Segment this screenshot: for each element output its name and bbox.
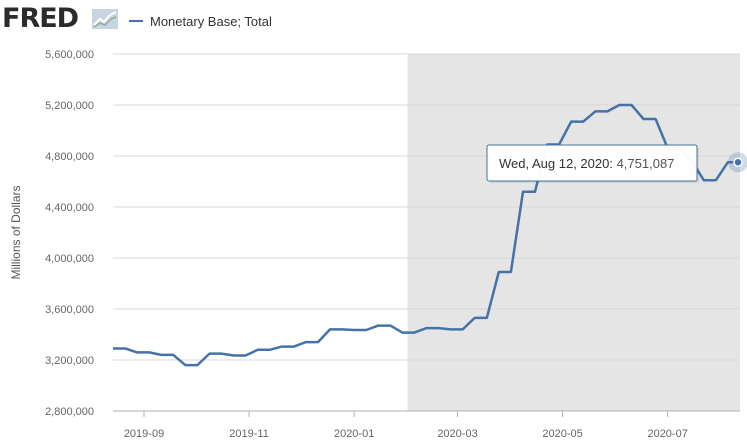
data-point[interactable] xyxy=(520,189,526,195)
data-point[interactable] xyxy=(243,353,249,359)
y-tick-label: 4,800,000 xyxy=(45,151,94,163)
data-point[interactable] xyxy=(604,108,610,114)
data-point[interactable] xyxy=(363,327,369,333)
y-tick-label: 3,200,000 xyxy=(45,355,94,367)
y-tick-label: 4,000,000 xyxy=(45,253,94,265)
data-point[interactable] xyxy=(653,116,659,122)
recession-shading xyxy=(407,54,740,411)
data-point[interactable] xyxy=(291,344,297,350)
data-point[interactable] xyxy=(170,352,176,358)
legend-swatch xyxy=(129,20,143,22)
tooltip-box xyxy=(486,144,698,182)
data-point[interactable] xyxy=(182,362,188,368)
data-point[interactable] xyxy=(580,119,586,125)
data-point[interactable] xyxy=(424,325,430,331)
data-point[interactable] xyxy=(206,351,212,357)
y-tick-label: 5,200,000 xyxy=(45,100,94,112)
data-point[interactable] xyxy=(460,326,466,332)
x-tick-label: 2020-03 xyxy=(437,428,477,440)
data-point[interactable] xyxy=(327,326,333,332)
x-tick-label: 2019-09 xyxy=(124,428,164,440)
data-point[interactable] xyxy=(411,330,417,336)
data-point[interactable] xyxy=(194,362,200,368)
data-point[interactable] xyxy=(399,330,405,336)
data-point[interactable] xyxy=(315,339,321,345)
data-point[interactable] xyxy=(436,325,442,331)
chart-header: FRED Monetary Base; Total xyxy=(0,0,747,44)
data-point[interactable] xyxy=(472,315,478,321)
y-tick-label: 4,400,000 xyxy=(45,202,94,214)
data-point[interactable] xyxy=(134,349,140,355)
data-point[interactable] xyxy=(448,326,454,332)
data-point[interactable] xyxy=(146,349,152,355)
x-tick-label: 2019-11 xyxy=(229,428,269,440)
tooltip-date: Wed, Aug 12, 2020: xyxy=(499,156,617,171)
data-point[interactable] xyxy=(628,102,634,108)
chart-legend[interactable]: Monetary Base; Total xyxy=(129,12,272,30)
data-point[interactable] xyxy=(267,347,273,353)
fred-logo[interactable]: FRED xyxy=(2,3,79,34)
x-tick-label: 2020-01 xyxy=(334,428,374,440)
data-point[interactable] xyxy=(279,344,285,350)
data-point[interactable] xyxy=(508,269,514,275)
data-point[interactable] xyxy=(641,116,647,122)
data-point[interactable] xyxy=(484,315,490,321)
data-point[interactable] xyxy=(532,189,538,195)
data-point[interactable] xyxy=(122,346,128,352)
data-point[interactable] xyxy=(387,323,393,329)
data-point[interactable] xyxy=(255,347,261,353)
hover-marker[interactable] xyxy=(733,157,743,167)
data-point[interactable] xyxy=(158,352,164,358)
series-line[interactable] xyxy=(113,103,740,367)
tooltip-text: Wed, Aug 12, 2020: 4,751,087 xyxy=(499,156,674,171)
y-tick-label: 5,600,000 xyxy=(45,49,94,61)
y-axis-label: Millions of Dollars xyxy=(9,185,23,279)
y-tick-label: 2,800,000 xyxy=(45,406,94,418)
data-point[interactable] xyxy=(339,326,345,332)
data-point[interactable] xyxy=(375,323,381,329)
data-point[interactable] xyxy=(496,269,502,275)
data-point[interactable] xyxy=(231,353,237,359)
fred-chart-icon xyxy=(92,9,118,29)
data-point[interactable] xyxy=(701,177,707,183)
x-tick-label: 2020-05 xyxy=(542,428,582,440)
data-point[interactable] xyxy=(568,119,574,125)
data-point[interactable] xyxy=(351,327,357,333)
data-point[interactable] xyxy=(303,339,309,345)
x-tick-label: 2020-07 xyxy=(647,428,687,440)
data-point[interactable] xyxy=(110,346,116,352)
data-point[interactable] xyxy=(592,108,598,114)
data-point[interactable] xyxy=(713,177,719,183)
data-point[interactable] xyxy=(616,102,622,108)
y-tick-label: 3,600,000 xyxy=(45,304,94,316)
tooltip-value: 4,751,087 xyxy=(617,156,675,171)
data-point[interactable] xyxy=(219,351,225,357)
legend-series-label: Monetary Base; Total xyxy=(150,13,272,29)
